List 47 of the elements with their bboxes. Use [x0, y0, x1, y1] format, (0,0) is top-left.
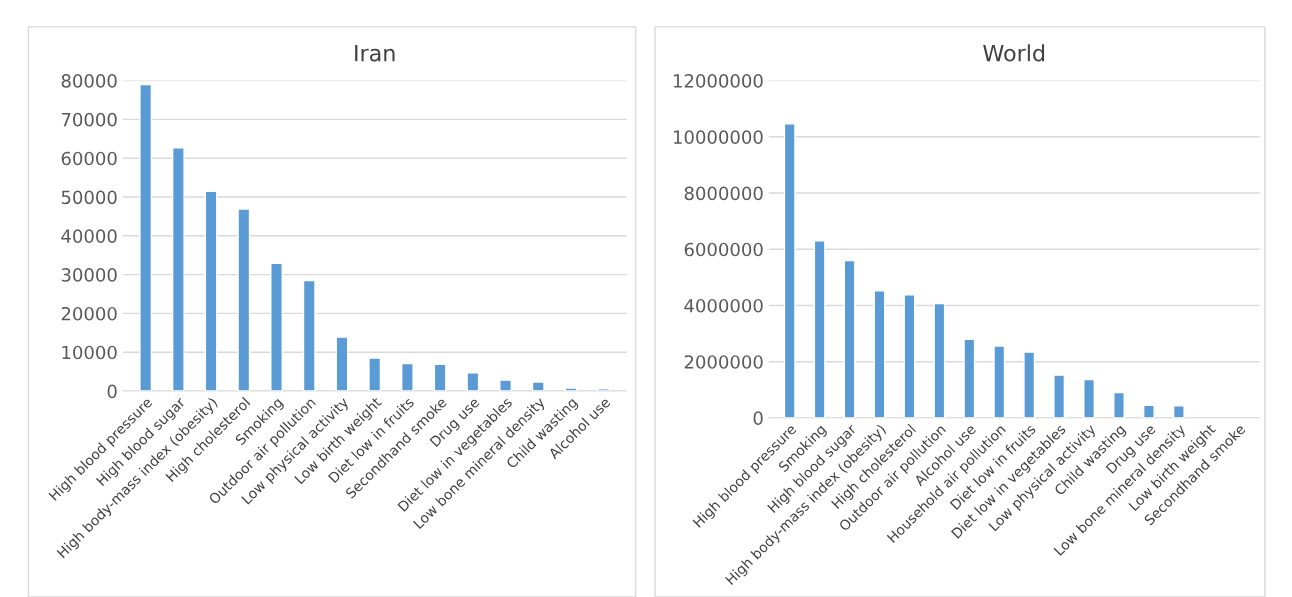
- bar: [1172, 405, 1185, 418]
- y-tick-label: 60000: [61, 151, 117, 166]
- bar: [1083, 378, 1095, 418]
- bar: [933, 302, 946, 418]
- bar: [963, 338, 976, 418]
- y-tick-label: 10000: [62, 345, 117, 360]
- y-tick-label: 4000000: [684, 298, 763, 313]
- y-tick-label: 10000000: [673, 130, 763, 144]
- y-tick-label: 70000: [61, 112, 117, 127]
- y-tick-label: 12000000: [673, 74, 763, 88]
- bar: [783, 123, 796, 418]
- y-tick-label: 20000: [61, 306, 117, 321]
- y-tick-label: 0: [107, 384, 117, 399]
- bar: [1023, 351, 1036, 418]
- chart-title: Iran: [355, 44, 395, 62]
- bar: [903, 294, 916, 418]
- bar: [993, 345, 1006, 418]
- chart-title: World: [983, 44, 1045, 62]
- bar: [171, 147, 185, 392]
- y-tick-label: 40000: [61, 229, 117, 243]
- bar: [466, 372, 480, 392]
- bar: [204, 190, 218, 392]
- y-tick-label: 6000000: [684, 242, 763, 257]
- bar: [531, 381, 545, 392]
- bar: [813, 240, 826, 418]
- bar: [368, 357, 382, 392]
- y-tick-label: 80000: [61, 74, 117, 88]
- bar: [564, 387, 578, 392]
- bar: [843, 259, 856, 418]
- y-tick-label: 50000: [61, 190, 117, 205]
- y-tick-label: 30000: [61, 268, 117, 282]
- bar: [1143, 404, 1155, 418]
- y-tick-label: 8000000: [684, 186, 763, 201]
- bar: [335, 336, 349, 392]
- bar: [1113, 391, 1125, 418]
- bar: [139, 83, 153, 392]
- bar: [433, 363, 447, 392]
- bar: [237, 208, 251, 392]
- y-tick-label: 0: [753, 411, 763, 426]
- y-tick-label: 2000000: [684, 355, 763, 369]
- bar: [873, 290, 886, 418]
- bar: [270, 262, 283, 392]
- bar: [1053, 374, 1066, 418]
- bar: [499, 379, 512, 392]
- bar: [597, 388, 611, 392]
- bar: [302, 279, 316, 392]
- bar: [400, 362, 414, 392]
